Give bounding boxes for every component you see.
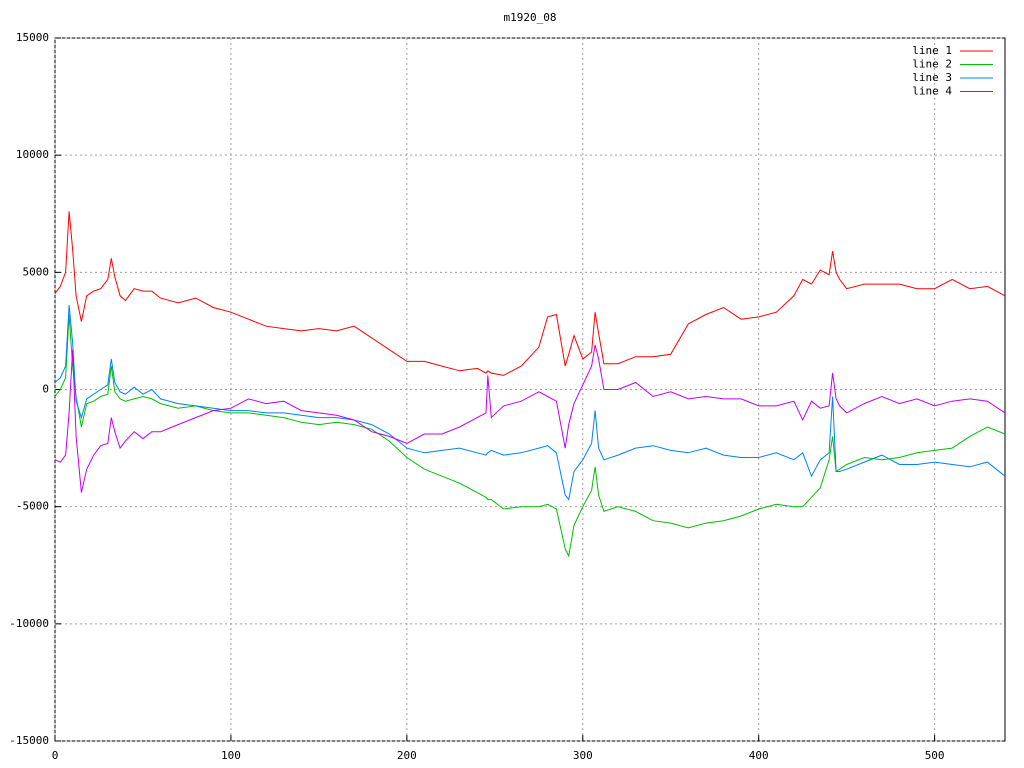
- x-tick-label: 0: [52, 749, 59, 762]
- legend-label: line 1: [912, 44, 952, 57]
- line-series: [54, 314, 1006, 558]
- y-tick-label: 0: [42, 383, 49, 396]
- y-tick-label: -15000: [9, 734, 49, 747]
- x-tick-label: 200: [397, 749, 417, 762]
- line-series: [54, 211, 1006, 376]
- line-series: [54, 305, 1006, 501]
- y-tick-label: -5000: [16, 500, 49, 513]
- line-series: [54, 344, 1006, 493]
- x-tick-label: 500: [925, 749, 945, 762]
- y-tick-label: 15000: [16, 31, 49, 44]
- y-tick-label: 5000: [23, 265, 50, 278]
- chart-title: m1920_08: [504, 11, 557, 24]
- y-tick-label: -10000: [9, 617, 49, 630]
- x-tick-label: 100: [221, 749, 241, 762]
- legend-label: line 3: [912, 71, 952, 84]
- x-tick-label: 300: [573, 749, 593, 762]
- x-tick-label: 400: [749, 749, 769, 762]
- y-tick-label: 10000: [16, 148, 49, 161]
- legend-label: line 4: [912, 85, 952, 98]
- legend-label: line 2: [912, 58, 952, 71]
